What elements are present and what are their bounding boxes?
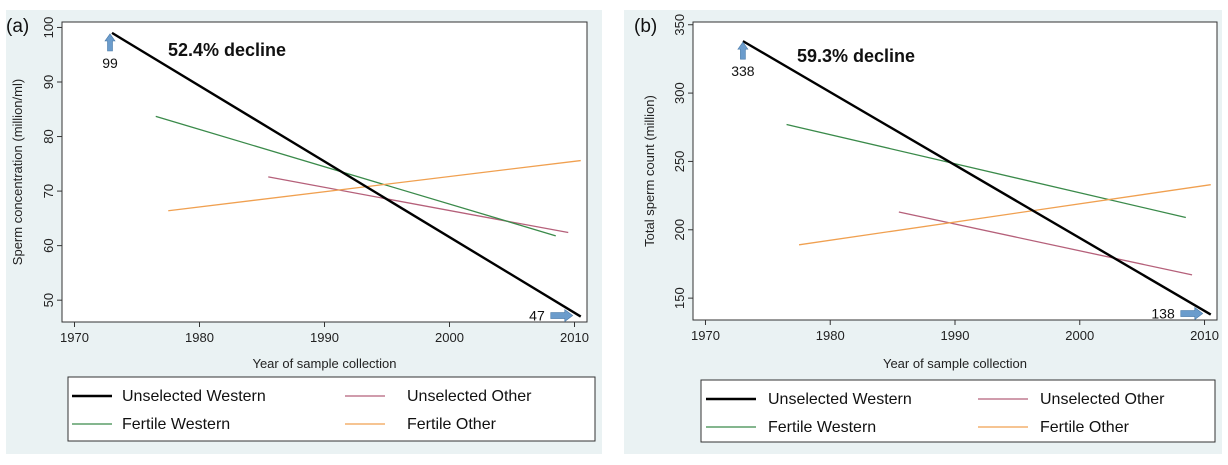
legend-label: Fertile Western [122, 416, 230, 433]
legend-label: Unselected Western [122, 388, 266, 405]
plot-area [692, 21, 1218, 321]
legend-label: Fertile Other [1040, 419, 1130, 436]
y-tick-label: 200 [672, 219, 687, 241]
x-tick-label: 1990 [310, 330, 339, 345]
up-arrow-icon [737, 41, 749, 60]
x-tick-label: 2010 [1190, 328, 1219, 343]
series-line-fertile-other [168, 159, 581, 212]
series-line-unselected-western [742, 40, 1212, 316]
end-value-label: 47 [529, 308, 545, 324]
y-tick-label: 300 [672, 82, 687, 104]
y-tick-label: 100 [41, 17, 56, 39]
y-axis-title: Total sperm count (million) [642, 95, 657, 247]
panel-b: (b) 150 200 250 300 350 1970 1980 1990 2000 2010 Ye… [624, 10, 1222, 454]
x-tick-label: 2010 [560, 330, 589, 345]
y-tick-label: 150 [672, 287, 687, 309]
y-tick-label: 250 [672, 151, 687, 173]
legend-label: Unselected Western [768, 391, 912, 408]
right-arrow-icon [1180, 306, 1204, 321]
decline-annotation: 52.4% decline [168, 40, 286, 60]
y-tick-label: 70 [41, 184, 56, 198]
y-tick-label: 80 [41, 129, 56, 143]
y-tick-label: 50 [41, 293, 56, 307]
series-line-unselected-western [111, 31, 582, 318]
end-value-label: 138 [1151, 306, 1175, 322]
panel-label: (a) [6, 16, 29, 37]
x-tick-label: 1980 [816, 328, 845, 343]
up-arrow-icon [104, 33, 116, 52]
y-tick-label: 350 [672, 14, 687, 36]
series-line-fertile-other [798, 184, 1211, 246]
y-tick-label: 60 [41, 238, 56, 252]
y-axis-title: Sperm concentration (million/ml) [10, 79, 25, 265]
legend-label: Unselected Other [1040, 391, 1165, 408]
x-tick-label: 1970 [691, 328, 720, 343]
series-line-unselected-other [268, 176, 569, 234]
start-value-label: 99 [102, 55, 118, 71]
decline-annotation: 59.3% decline [797, 46, 915, 66]
series-line-fertile-western [786, 123, 1186, 219]
start-value-label: 338 [731, 63, 755, 79]
x-tick-label: 2000 [1065, 328, 1094, 343]
legend-box [67, 376, 596, 442]
legend-box [700, 379, 1216, 443]
series-line-fertile-western [155, 115, 556, 237]
x-tick-label: 1980 [185, 330, 214, 345]
right-arrow-icon [550, 308, 574, 323]
x-tick-label: 1970 [60, 330, 89, 345]
x-tick-label: 2000 [435, 330, 464, 345]
legend-label: Fertile Other [407, 416, 497, 433]
x-axis-title: Year of sample collection [883, 356, 1027, 371]
x-tick-label: 1990 [941, 328, 970, 343]
legend-label: Unselected Other [407, 388, 532, 405]
panel-a: (a) 50 60 70 80 90 100 1970 1980 1990 2000 2010 Year… [6, 10, 602, 454]
legend-label: Fertile Western [768, 419, 876, 436]
panel-label: (b) [634, 16, 657, 37]
y-tick-label: 90 [41, 75, 56, 89]
plot-area [61, 21, 588, 323]
x-axis-title: Year of sample collection [252, 356, 396, 371]
